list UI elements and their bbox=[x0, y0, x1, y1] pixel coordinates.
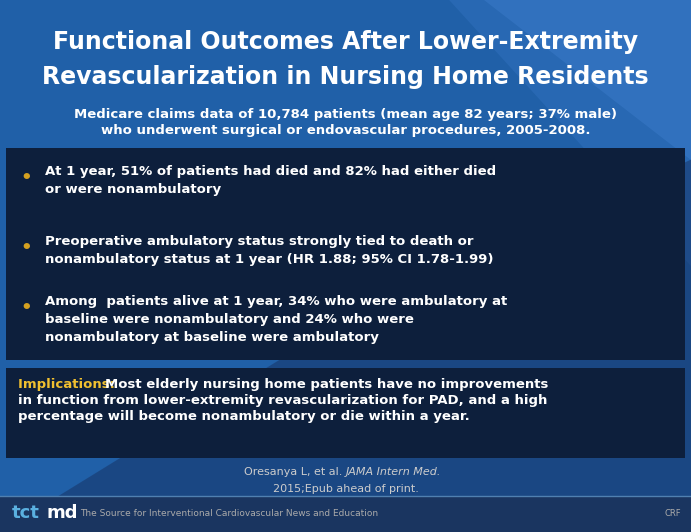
Text: JAMA Intern Med.: JAMA Intern Med. bbox=[346, 467, 441, 477]
Text: in function from lower-extremity revascularization for PAD, and a high: in function from lower-extremity revascu… bbox=[18, 394, 547, 407]
Polygon shape bbox=[484, 0, 691, 160]
Text: Among  patients alive at 1 year, 34% who were ambulatory at
baseline were nonamb: Among patients alive at 1 year, 34% who … bbox=[45, 295, 507, 344]
Text: Most elderly nursing home patients have no improvements: Most elderly nursing home patients have … bbox=[105, 378, 548, 391]
Text: •: • bbox=[20, 239, 32, 257]
Text: Functional Outcomes After Lower-Extremity: Functional Outcomes After Lower-Extremit… bbox=[53, 30, 638, 54]
Bar bbox=[0, 496, 691, 532]
Text: CRF: CRF bbox=[664, 509, 681, 518]
Text: At 1 year, 51% of patients had died and 82% had either died
or were nonambulator: At 1 year, 51% of patients had died and … bbox=[45, 165, 496, 196]
Text: •: • bbox=[20, 299, 32, 317]
Text: Implications:: Implications: bbox=[18, 378, 120, 391]
Text: tct: tct bbox=[12, 504, 40, 522]
Bar bbox=[6, 148, 685, 360]
Text: The Source for Interventional Cardiovascular News and Education: The Source for Interventional Cardiovasc… bbox=[80, 509, 378, 518]
Bar bbox=[6, 368, 685, 458]
Text: who underwent surgical or endovascular procedures, 2005-2008.: who underwent surgical or endovascular p… bbox=[101, 124, 590, 137]
Polygon shape bbox=[0, 160, 691, 532]
Text: percentage will become nonambulatory or die within a year.: percentage will become nonambulatory or … bbox=[18, 410, 470, 423]
Text: Medicare claims data of 10,784 patients (mean age 82 years; 37% male): Medicare claims data of 10,784 patients … bbox=[74, 108, 617, 121]
Text: Revascularization in Nursing Home Residents: Revascularization in Nursing Home Reside… bbox=[42, 65, 649, 89]
Text: •: • bbox=[20, 169, 32, 187]
Text: md: md bbox=[47, 504, 79, 522]
Polygon shape bbox=[380, 0, 691, 266]
Text: Preoperative ambulatory status strongly tied to death or
nonambulatory status at: Preoperative ambulatory status strongly … bbox=[45, 235, 493, 266]
Text: Oresanya L, et al.: Oresanya L, et al. bbox=[244, 467, 346, 477]
Text: 2015;Epub ahead of print.: 2015;Epub ahead of print. bbox=[272, 484, 419, 494]
